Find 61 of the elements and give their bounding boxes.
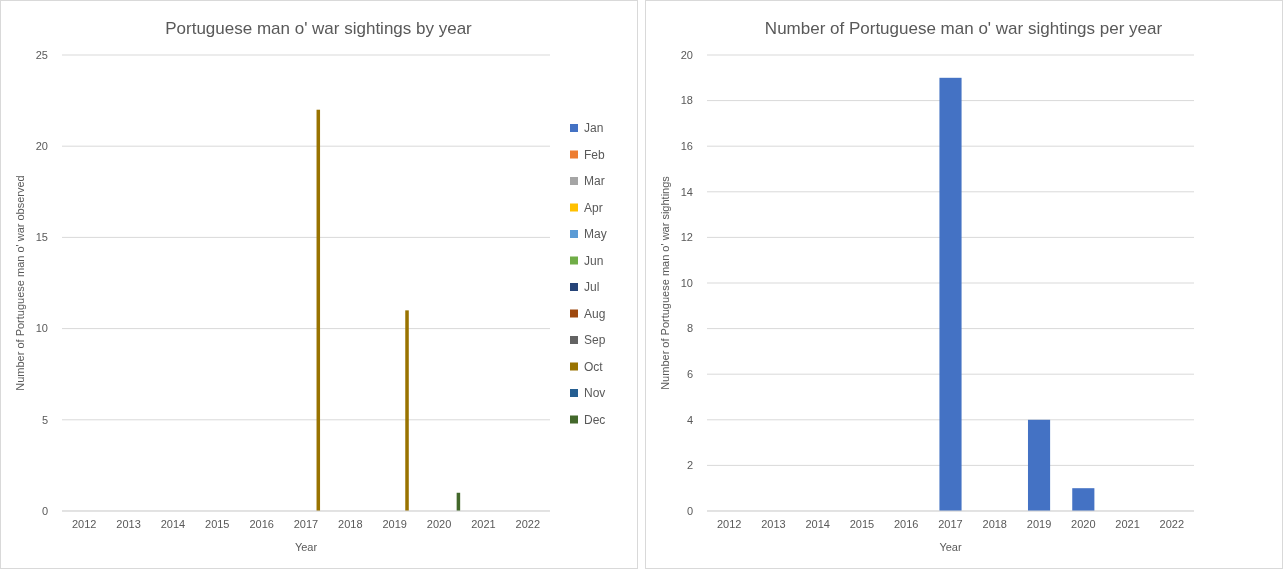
y-tick-label: 2 — [686, 459, 693, 472]
bar — [405, 310, 409, 511]
y-tick-label: 8 — [686, 322, 693, 335]
x-tick-label: 2022 — [1159, 518, 1185, 530]
x-tick-label: 2018 — [338, 518, 363, 530]
x-tick-label: 2013 — [761, 518, 786, 530]
x-tick-label: 2017 — [938, 518, 963, 530]
legend-label: Jun — [584, 253, 604, 268]
legend-label: Sep — [584, 333, 606, 348]
y-tick-label: 0 — [41, 504, 48, 517]
y-axis-title: Number of Portuguese man o' war observed — [14, 175, 26, 391]
x-tick-label: 2019 — [382, 518, 407, 530]
bar — [1072, 488, 1095, 511]
y-tick-label: 20 — [680, 48, 693, 61]
legend-label: Jan — [584, 121, 604, 136]
y-axis-title: Number of Portuguese man o' war sightings — [659, 175, 671, 390]
bar — [939, 77, 962, 511]
y-tick-label: 0 — [686, 504, 693, 517]
y-tick-label: 25 — [35, 48, 48, 61]
x-tick-label: 2012 — [716, 518, 742, 530]
y-tick-label: 5 — [41, 413, 48, 426]
x-tick-label: 2016 — [249, 518, 274, 530]
x-tick-label: 2020 — [1071, 518, 1096, 530]
y-tick-label: 10 — [35, 322, 48, 335]
y-tick-label: 18 — [680, 94, 693, 107]
legend-label: Mar — [584, 174, 605, 189]
legend-label: Nov — [584, 386, 606, 401]
legend-label: Dec — [584, 412, 606, 427]
x-tick-label: 2018 — [982, 518, 1008, 530]
y-tick-label: 16 — [680, 140, 693, 153]
legend-label: Aug — [584, 306, 606, 321]
x-tick-label: 2013 — [116, 518, 141, 530]
y-tick-label: 10 — [680, 276, 693, 289]
y-tick-label: 12 — [680, 231, 693, 244]
x-tick-label: 2014 — [160, 518, 186, 530]
y-tick-label: 4 — [686, 413, 693, 426]
x-axis-title: Year — [939, 541, 962, 553]
x-tick-label: 2021 — [471, 518, 496, 530]
legend-label: May — [584, 227, 607, 242]
x-tick-label: 2014 — [805, 518, 830, 530]
x-tick-label: 2015 — [205, 518, 230, 530]
x-tick-label: 2021 — [1115, 518, 1140, 530]
chart-title: Portuguese man o' war sightings by year — [165, 19, 473, 38]
x-tick-label: 2016 — [893, 518, 919, 530]
bar — [1027, 419, 1051, 511]
y-tick-label: 15 — [35, 231, 48, 244]
x-tick-label: 2020 — [426, 518, 452, 530]
legend-label: Jul — [584, 280, 600, 295]
x-tick-label: 2012 — [71, 518, 97, 530]
legend-label: Oct — [584, 359, 604, 374]
legend-label: Apr — [584, 200, 603, 215]
y-tick-label: 20 — [35, 140, 48, 153]
x-tick-label: 2022 — [515, 518, 541, 530]
x-tick-label: 2015 — [849, 518, 875, 530]
legend-label: Feb — [584, 147, 605, 162]
x-tick-label: 2017 — [293, 518, 319, 530]
chart-title: Number of Portuguese man o' war sightings per year — [764, 19, 1163, 38]
y-tick-label: 6 — [686, 368, 693, 381]
y-tick-label: 14 — [680, 185, 693, 198]
x-tick-label: 2019 — [1026, 518, 1052, 530]
x-axis-title: Year — [294, 541, 318, 553]
